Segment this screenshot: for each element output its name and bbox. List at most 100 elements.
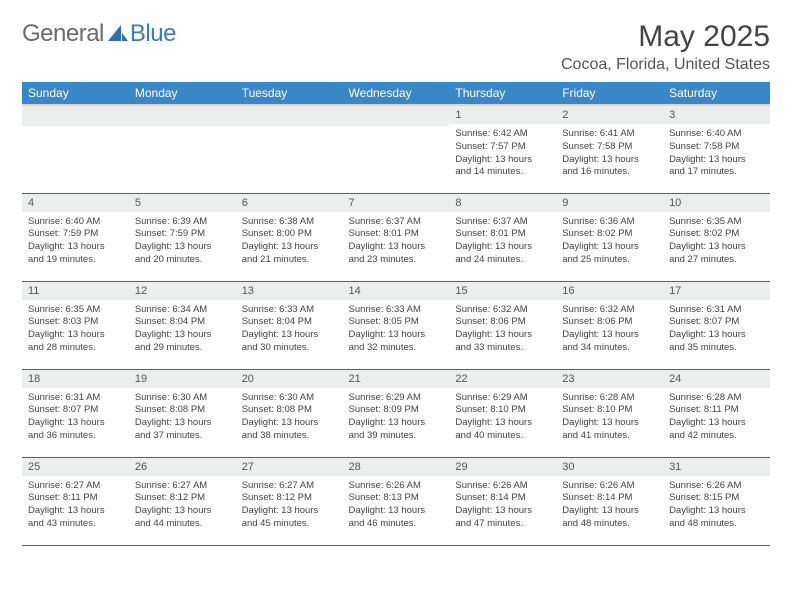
title-block: May 2025 Cocoa, Florida, United States: [561, 20, 770, 74]
day-details: Sunrise: 6:29 AMSunset: 8:10 PMDaylight:…: [449, 388, 556, 447]
day-details: Sunrise: 6:32 AMSunset: 8:06 PMDaylight:…: [556, 300, 663, 359]
calendar-day-cell: 11Sunrise: 6:35 AMSunset: 8:03 PMDayligh…: [22, 281, 129, 369]
calendar-day-cell: [236, 105, 343, 193]
day-details: Sunrise: 6:38 AMSunset: 8:00 PMDaylight:…: [236, 212, 343, 271]
day-number: 10: [663, 194, 770, 212]
day-number: 26: [129, 458, 236, 476]
weekday-header: Monday: [129, 82, 236, 105]
empty-day: [129, 106, 236, 126]
calendar-day-cell: [22, 105, 129, 193]
day-details: Sunrise: 6:39 AMSunset: 7:59 PMDaylight:…: [129, 212, 236, 271]
day-number: 18: [22, 370, 129, 388]
day-details: Sunrise: 6:31 AMSunset: 8:07 PMDaylight:…: [663, 300, 770, 359]
day-details: Sunrise: 6:34 AMSunset: 8:04 PMDaylight:…: [129, 300, 236, 359]
day-number: 8: [449, 194, 556, 212]
weekday-header: Thursday: [449, 82, 556, 105]
calendar-day-cell: 26Sunrise: 6:27 AMSunset: 8:12 PMDayligh…: [129, 457, 236, 545]
weekday-header: Tuesday: [236, 82, 343, 105]
day-details: Sunrise: 6:41 AMSunset: 7:58 PMDaylight:…: [556, 124, 663, 183]
day-number: 28: [343, 458, 450, 476]
calendar-week-row: 11Sunrise: 6:35 AMSunset: 8:03 PMDayligh…: [22, 281, 770, 369]
day-number: 3: [663, 106, 770, 124]
weekday-header: Saturday: [663, 82, 770, 105]
calendar-day-cell: 22Sunrise: 6:29 AMSunset: 8:10 PMDayligh…: [449, 369, 556, 457]
calendar-day-cell: 4Sunrise: 6:40 AMSunset: 7:59 PMDaylight…: [22, 193, 129, 281]
day-number: 7: [343, 194, 450, 212]
day-details: Sunrise: 6:26 AMSunset: 8:15 PMDaylight:…: [663, 476, 770, 535]
brand-part1: General: [22, 20, 104, 48]
day-number: 27: [236, 458, 343, 476]
calendar-week-row: 25Sunrise: 6:27 AMSunset: 8:11 PMDayligh…: [22, 457, 770, 545]
day-details: Sunrise: 6:30 AMSunset: 8:08 PMDaylight:…: [129, 388, 236, 447]
day-number: 5: [129, 194, 236, 212]
weekday-header: Sunday: [22, 82, 129, 105]
calendar-day-cell: 14Sunrise: 6:33 AMSunset: 8:05 PMDayligh…: [343, 281, 450, 369]
calendar-week-row: 4Sunrise: 6:40 AMSunset: 7:59 PMDaylight…: [22, 193, 770, 281]
calendar-day-cell: 30Sunrise: 6:26 AMSunset: 8:14 PMDayligh…: [556, 457, 663, 545]
day-number: 13: [236, 282, 343, 300]
brand-part2: Blue: [130, 20, 176, 48]
day-number: 23: [556, 370, 663, 388]
calendar-day-cell: 8Sunrise: 6:37 AMSunset: 8:01 PMDaylight…: [449, 193, 556, 281]
day-details: Sunrise: 6:28 AMSunset: 8:11 PMDaylight:…: [663, 388, 770, 447]
day-number: 20: [236, 370, 343, 388]
header: General Blue May 2025 Cocoa, Florida, Un…: [22, 20, 770, 74]
calendar-page: General Blue May 2025 Cocoa, Florida, Un…: [0, 0, 792, 612]
calendar-day-cell: 7Sunrise: 6:37 AMSunset: 8:01 PMDaylight…: [343, 193, 450, 281]
calendar-day-cell: 16Sunrise: 6:32 AMSunset: 8:06 PMDayligh…: [556, 281, 663, 369]
day-number: 12: [129, 282, 236, 300]
calendar-day-cell: 19Sunrise: 6:30 AMSunset: 8:08 PMDayligh…: [129, 369, 236, 457]
day-number: 11: [22, 282, 129, 300]
day-details: Sunrise: 6:26 AMSunset: 8:14 PMDaylight:…: [556, 476, 663, 535]
day-details: Sunrise: 6:27 AMSunset: 8:11 PMDaylight:…: [22, 476, 129, 535]
calendar-day-cell: 21Sunrise: 6:29 AMSunset: 8:09 PMDayligh…: [343, 369, 450, 457]
calendar-day-cell: 10Sunrise: 6:35 AMSunset: 8:02 PMDayligh…: [663, 193, 770, 281]
day-details: Sunrise: 6:37 AMSunset: 8:01 PMDaylight:…: [343, 212, 450, 271]
day-details: Sunrise: 6:40 AMSunset: 7:59 PMDaylight:…: [22, 212, 129, 271]
calendar-day-cell: 13Sunrise: 6:33 AMSunset: 8:04 PMDayligh…: [236, 281, 343, 369]
calendar-table: SundayMondayTuesdayWednesdayThursdayFrid…: [22, 82, 770, 546]
day-details: Sunrise: 6:35 AMSunset: 8:02 PMDaylight:…: [663, 212, 770, 271]
calendar-day-cell: [129, 105, 236, 193]
day-details: Sunrise: 6:42 AMSunset: 7:57 PMDaylight:…: [449, 124, 556, 183]
day-number: 22: [449, 370, 556, 388]
calendar-day-cell: 23Sunrise: 6:28 AMSunset: 8:10 PMDayligh…: [556, 369, 663, 457]
day-details: Sunrise: 6:27 AMSunset: 8:12 PMDaylight:…: [129, 476, 236, 535]
day-number: 15: [449, 282, 556, 300]
day-details: Sunrise: 6:29 AMSunset: 8:09 PMDaylight:…: [343, 388, 450, 447]
weekday-header: Wednesday: [343, 82, 450, 105]
day-number: 25: [22, 458, 129, 476]
day-number: 6: [236, 194, 343, 212]
day-details: Sunrise: 6:32 AMSunset: 8:06 PMDaylight:…: [449, 300, 556, 359]
calendar-day-cell: 9Sunrise: 6:36 AMSunset: 8:02 PMDaylight…: [556, 193, 663, 281]
calendar-day-cell: 6Sunrise: 6:38 AMSunset: 8:00 PMDaylight…: [236, 193, 343, 281]
day-number: 29: [449, 458, 556, 476]
calendar-week-row: 18Sunrise: 6:31 AMSunset: 8:07 PMDayligh…: [22, 369, 770, 457]
calendar-header-row: SundayMondayTuesdayWednesdayThursdayFrid…: [22, 82, 770, 105]
calendar-day-cell: 25Sunrise: 6:27 AMSunset: 8:11 PMDayligh…: [22, 457, 129, 545]
day-number: 1: [449, 106, 556, 124]
day-details: Sunrise: 6:33 AMSunset: 8:05 PMDaylight:…: [343, 300, 450, 359]
weekday-header: Friday: [556, 82, 663, 105]
day-details: Sunrise: 6:31 AMSunset: 8:07 PMDaylight:…: [22, 388, 129, 447]
calendar-day-cell: 5Sunrise: 6:39 AMSunset: 7:59 PMDaylight…: [129, 193, 236, 281]
calendar-day-cell: 1Sunrise: 6:42 AMSunset: 7:57 PMDaylight…: [449, 105, 556, 193]
calendar-day-cell: 15Sunrise: 6:32 AMSunset: 8:06 PMDayligh…: [449, 281, 556, 369]
day-number: 16: [556, 282, 663, 300]
calendar-day-cell: 3Sunrise: 6:40 AMSunset: 7:58 PMDaylight…: [663, 105, 770, 193]
calendar-day-cell: 31Sunrise: 6:26 AMSunset: 8:15 PMDayligh…: [663, 457, 770, 545]
day-number: 2: [556, 106, 663, 124]
day-details: Sunrise: 6:30 AMSunset: 8:08 PMDaylight:…: [236, 388, 343, 447]
day-number: 14: [343, 282, 450, 300]
calendar-day-cell: 29Sunrise: 6:26 AMSunset: 8:14 PMDayligh…: [449, 457, 556, 545]
day-details: Sunrise: 6:37 AMSunset: 8:01 PMDaylight:…: [449, 212, 556, 271]
calendar-day-cell: [343, 105, 450, 193]
calendar-day-cell: 27Sunrise: 6:27 AMSunset: 8:12 PMDayligh…: [236, 457, 343, 545]
day-details: Sunrise: 6:40 AMSunset: 7:58 PMDaylight:…: [663, 124, 770, 183]
calendar-day-cell: 2Sunrise: 6:41 AMSunset: 7:58 PMDaylight…: [556, 105, 663, 193]
empty-day: [343, 106, 450, 126]
calendar-day-cell: 17Sunrise: 6:31 AMSunset: 8:07 PMDayligh…: [663, 281, 770, 369]
calendar-day-cell: 20Sunrise: 6:30 AMSunset: 8:08 PMDayligh…: [236, 369, 343, 457]
empty-day: [22, 106, 129, 126]
calendar-day-cell: 28Sunrise: 6:26 AMSunset: 8:13 PMDayligh…: [343, 457, 450, 545]
